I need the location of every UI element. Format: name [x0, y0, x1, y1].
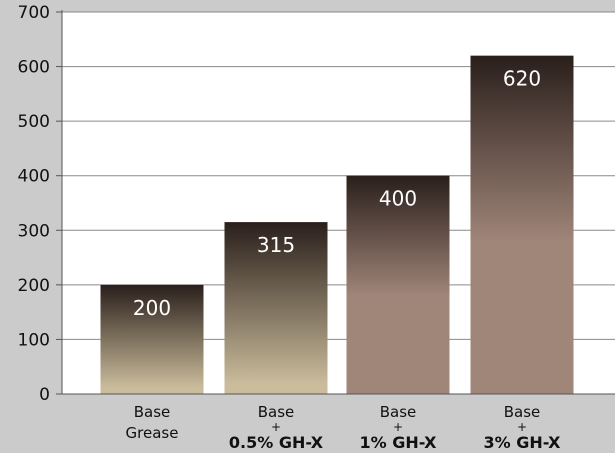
x-tick-label-line: 1% GH-X: [360, 433, 438, 452]
x-tick-label-line: Base: [134, 403, 171, 421]
x-tick-label-line: +: [393, 420, 403, 434]
y-tick-label: 200: [18, 276, 50, 296]
y-tick-label: 400: [18, 167, 50, 187]
x-tick-label-line: +: [517, 420, 527, 434]
y-tick-label: 600: [18, 58, 50, 78]
data-label: 200: [133, 296, 171, 320]
data-label: 315: [257, 233, 295, 257]
x-tick-label-line: 3% GH-X: [484, 433, 562, 452]
data-label: 620: [503, 67, 541, 91]
y-tick-label: 500: [18, 112, 50, 132]
bar-0: [100, 284, 204, 394]
y-tick-label: 100: [18, 330, 50, 350]
bars: [100, 55, 574, 395]
x-tick-label-line: 0.5% GH-X: [229, 433, 324, 452]
x-tick-label-line: Base: [504, 403, 541, 421]
x-tick-label-line: Grease: [126, 424, 179, 442]
bar-3: [470, 55, 574, 395]
y-tick-label: 0: [39, 385, 50, 405]
data-labels: 200 315 400 620: [133, 67, 541, 320]
x-tick-label-line: Base: [258, 403, 295, 421]
y-tick-label: 700: [18, 3, 50, 23]
bar-2: [346, 175, 450, 394]
x-tick-label-line: +: [271, 420, 281, 434]
y-tick-label: 300: [18, 221, 50, 241]
axes: 0100200300400500600700BaseGreaseBase+0.5…: [18, 3, 615, 452]
bar-1: [224, 222, 328, 394]
data-label: 400: [379, 187, 417, 211]
x-tick-label-line: Base: [380, 403, 417, 421]
